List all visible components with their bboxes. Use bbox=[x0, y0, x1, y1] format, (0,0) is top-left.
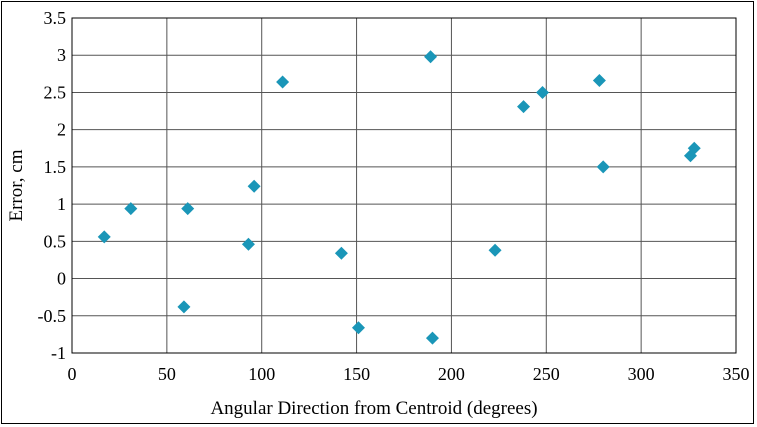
data-points bbox=[97, 50, 701, 345]
x-tick-label: 0 bbox=[68, 364, 77, 384]
x-tick-label: 100 bbox=[248, 364, 275, 384]
data-point bbox=[351, 321, 365, 335]
data-point bbox=[181, 202, 195, 216]
data-point bbox=[592, 74, 606, 88]
data-point bbox=[596, 160, 610, 174]
y-tick-label: 1.5 bbox=[44, 157, 67, 177]
data-point bbox=[276, 75, 290, 89]
x-axis-label: Angular Direction from Centroid (degrees… bbox=[210, 398, 537, 419]
x-tick-label: 250 bbox=[533, 364, 560, 384]
x-tick-label: 200 bbox=[438, 364, 465, 384]
x-tick-label: 350 bbox=[723, 364, 750, 384]
data-point bbox=[334, 246, 348, 260]
y-tick-label: 0 bbox=[57, 269, 66, 289]
data-point bbox=[247, 179, 261, 193]
x-tick-label: 300 bbox=[628, 364, 655, 384]
data-point bbox=[97, 230, 111, 244]
data-point bbox=[124, 202, 138, 216]
y-axis-label: Error, cm bbox=[6, 149, 27, 221]
y-tick-label: 2 bbox=[57, 120, 66, 140]
x-tick-labels: 0 50 100 150 200 250 300 350 bbox=[68, 364, 750, 384]
plot-area-border bbox=[71, 17, 737, 354]
x-tick-label: 50 bbox=[158, 364, 176, 384]
grid-lines bbox=[71, 17, 737, 354]
data-point bbox=[535, 85, 549, 99]
y-tick-label: -1 bbox=[51, 343, 66, 363]
data-point bbox=[687, 141, 701, 155]
data-point bbox=[241, 237, 255, 251]
data-point bbox=[177, 300, 191, 314]
y-tick-label: 3.5 bbox=[44, 8, 67, 28]
y-tick-label: 0.5 bbox=[44, 231, 67, 251]
y-tick-label: 2.5 bbox=[44, 82, 67, 102]
y-tick-label: 3 bbox=[57, 45, 66, 65]
data-point bbox=[424, 50, 438, 64]
y-tick-label: -0.5 bbox=[38, 306, 67, 326]
y-tick-labels: -1 -0.5 0 0.5 1 1.5 2 2.5 3 3.5 bbox=[38, 8, 67, 363]
data-point bbox=[425, 331, 439, 345]
data-point bbox=[488, 243, 502, 257]
x-tick-label: 150 bbox=[343, 364, 370, 384]
y-tick-label: 1 bbox=[57, 194, 66, 214]
data-point bbox=[517, 100, 531, 114]
